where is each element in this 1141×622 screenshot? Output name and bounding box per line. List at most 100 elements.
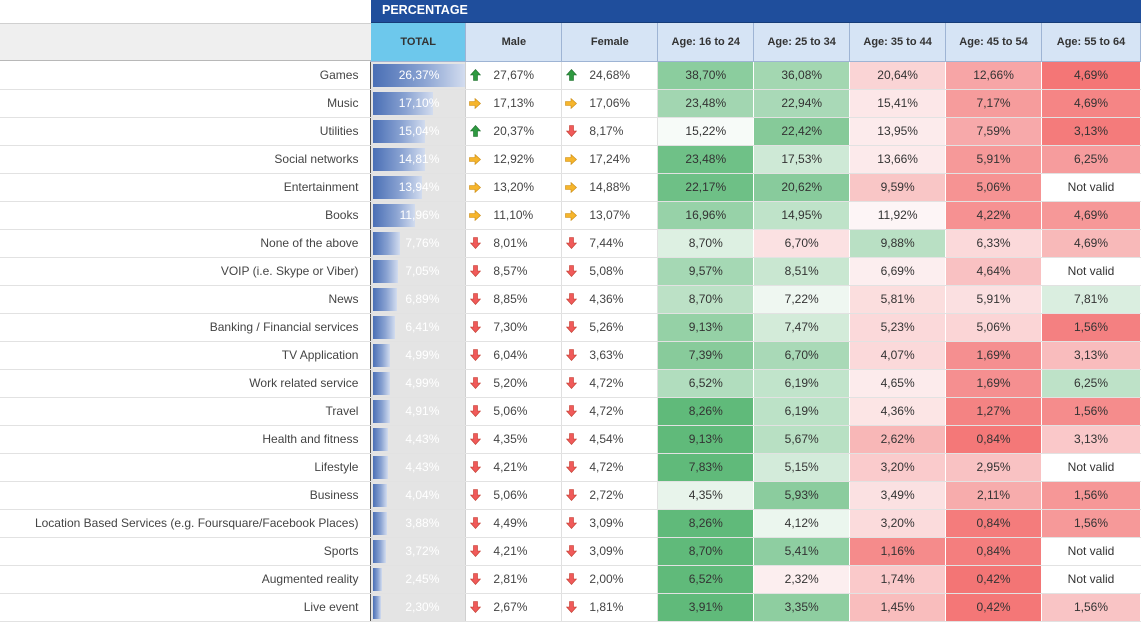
age-cell: 6,19% <box>753 397 851 426</box>
arrow-down-icon <box>469 517 481 529</box>
table-row: News 6,89% 8,85% 4,36% 8,70% 7,22% 5,81% 5,91% 7… <box>0 285 1141 314</box>
female-value: 3,09% <box>589 544 624 558</box>
male-value: 5,06% <box>493 404 528 418</box>
male-cell: 5,06% <box>465 397 563 426</box>
age-cell: 22,42% <box>753 117 851 146</box>
male-value: 5,20% <box>493 376 528 390</box>
table-row: Travel 4,91% 5,06% 4,72% 8,26% 6,19% 4,36% 1,27… <box>0 397 1141 426</box>
table-row: Entertainment 13,94% 13,20% 14,88% 22,17% 20,… <box>0 173 1141 202</box>
age-cell: 22,94% <box>753 89 851 118</box>
total-cell: 15,04% <box>370 117 467 146</box>
female-value: 7,44% <box>589 236 624 250</box>
table-row: Location Based Services (e.g. Foursquare… <box>0 509 1141 538</box>
age-cell: 9,13% <box>657 425 755 454</box>
age-cell: 3,13% <box>1041 117 1141 146</box>
col-header-age-55-64[interactable]: Age: 55 to 64 <box>1041 23 1141 62</box>
female-value: 3,63% <box>589 348 624 362</box>
header-row: TOTAL Male Female Age: 16 to 24 Age: 25 … <box>0 23 1141 62</box>
female-value: 2,00% <box>589 572 624 586</box>
male-cell: 13,20% <box>465 173 563 202</box>
age-cell: 6,52% <box>657 565 755 594</box>
arrow-right-icon <box>469 153 482 165</box>
male-cell: 4,35% <box>465 425 563 454</box>
age-cell: 7,22% <box>753 285 851 314</box>
arrow-right-icon <box>469 181 482 193</box>
female-value: 13,07% <box>589 208 631 222</box>
total-cell: 4,91% <box>370 397 467 426</box>
row-label: Social networks <box>0 145 372 174</box>
age-cell: 5,41% <box>753 537 851 566</box>
total-bar <box>373 147 426 171</box>
col-header-female[interactable]: Female <box>561 23 659 62</box>
arrow-down-icon <box>469 433 481 445</box>
row-label: Location Based Services (e.g. Foursquare… <box>0 509 372 538</box>
age-cell: 7,47% <box>753 313 851 342</box>
age-cell: 15,41% <box>849 89 947 118</box>
age-cell: 8,26% <box>657 397 755 426</box>
age-cell: 3,91% <box>657 593 755 622</box>
arrow-up-icon <box>469 125 481 137</box>
male-cell: 20,37% <box>465 117 563 146</box>
total-bar <box>373 371 391 395</box>
total-cell: 4,99% <box>370 369 467 398</box>
arrow-down-icon <box>565 461 577 473</box>
row-label: Entertainment <box>0 173 372 202</box>
arrow-down-icon <box>565 349 577 361</box>
col-header-age-35-44[interactable]: Age: 35 to 44 <box>849 23 947 62</box>
total-value: 4,91% <box>405 404 440 418</box>
age-cell: 4,12% <box>753 509 851 538</box>
total-bar <box>373 231 401 255</box>
table-row: Sports 3,72% 4,21% 3,09% 8,70% 5,41% 1,16% 0,84… <box>0 537 1141 566</box>
female-value: 4,54% <box>589 432 624 446</box>
col-header-age-16-24[interactable]: Age: 16 to 24 <box>657 23 755 62</box>
age-cell: 2,95% <box>945 453 1042 482</box>
total-cell: 4,99% <box>370 341 467 370</box>
col-header-age-25-34[interactable]: Age: 25 to 34 <box>753 23 851 62</box>
arrow-right-icon <box>565 181 578 193</box>
total-cell: 6,41% <box>370 313 467 342</box>
row-label: Utilities <box>0 117 372 146</box>
total-cell: 3,88% <box>370 509 467 538</box>
age-cell: 8,70% <box>657 285 755 314</box>
male-value: 11,10% <box>493 208 534 222</box>
age-cell: 11,92% <box>849 201 947 230</box>
table-row: Utilities 15,04% 20,37% 8,17% 15,22% 22,42% 13… <box>0 117 1141 146</box>
header-blank <box>0 23 371 61</box>
total-cell: 17,10% <box>370 89 467 118</box>
total-value: 11,96% <box>399 208 440 222</box>
col-header-total[interactable]: TOTAL <box>370 23 467 62</box>
age-cell: 6,33% <box>945 229 1042 258</box>
age-cell: 13,66% <box>849 145 947 174</box>
age-cell: 1,45% <box>849 593 947 622</box>
table-row: Business 4,04% 5,06% 2,72% 4,35% 5,93% 3,49% 2,… <box>0 481 1141 510</box>
total-cell: 11,96% <box>370 201 467 230</box>
arrow-down-icon <box>469 293 481 305</box>
age-cell: 8,51% <box>753 257 851 286</box>
male-cell: 2,67% <box>465 593 563 622</box>
table-row: Social networks 14,81% 12,92% 17,24% 23,48% 1… <box>0 145 1141 174</box>
age-cell: 4,64% <box>945 257 1042 286</box>
age-cell: 0,42% <box>945 565 1042 594</box>
age-cell: 1,56% <box>1041 313 1141 342</box>
age-cell: 4,69% <box>1041 201 1141 230</box>
total-bar <box>373 91 434 115</box>
female-value: 8,17% <box>589 124 624 138</box>
arrow-down-icon <box>469 349 481 361</box>
arrow-down-icon <box>469 489 481 501</box>
col-header-male[interactable]: Male <box>465 23 563 62</box>
male-cell: 4,49% <box>465 509 563 538</box>
age-cell: 6,70% <box>753 341 851 370</box>
age-cell: 5,06% <box>945 173 1042 202</box>
age-cell: 6,25% <box>1041 145 1141 174</box>
arrow-down-icon <box>565 293 577 305</box>
row-label: Work related service <box>0 369 372 398</box>
total-bar <box>373 63 466 87</box>
age-cell: Not valid <box>1041 257 1141 286</box>
total-bar <box>373 119 426 143</box>
female-value: 5,08% <box>589 264 624 278</box>
age-cell: 9,59% <box>849 173 947 202</box>
total-bar <box>373 399 391 423</box>
age-cell: 5,67% <box>753 425 851 454</box>
female-cell: 4,72% <box>561 453 659 482</box>
col-header-age-45-54[interactable]: Age: 45 to 54 <box>945 23 1042 62</box>
